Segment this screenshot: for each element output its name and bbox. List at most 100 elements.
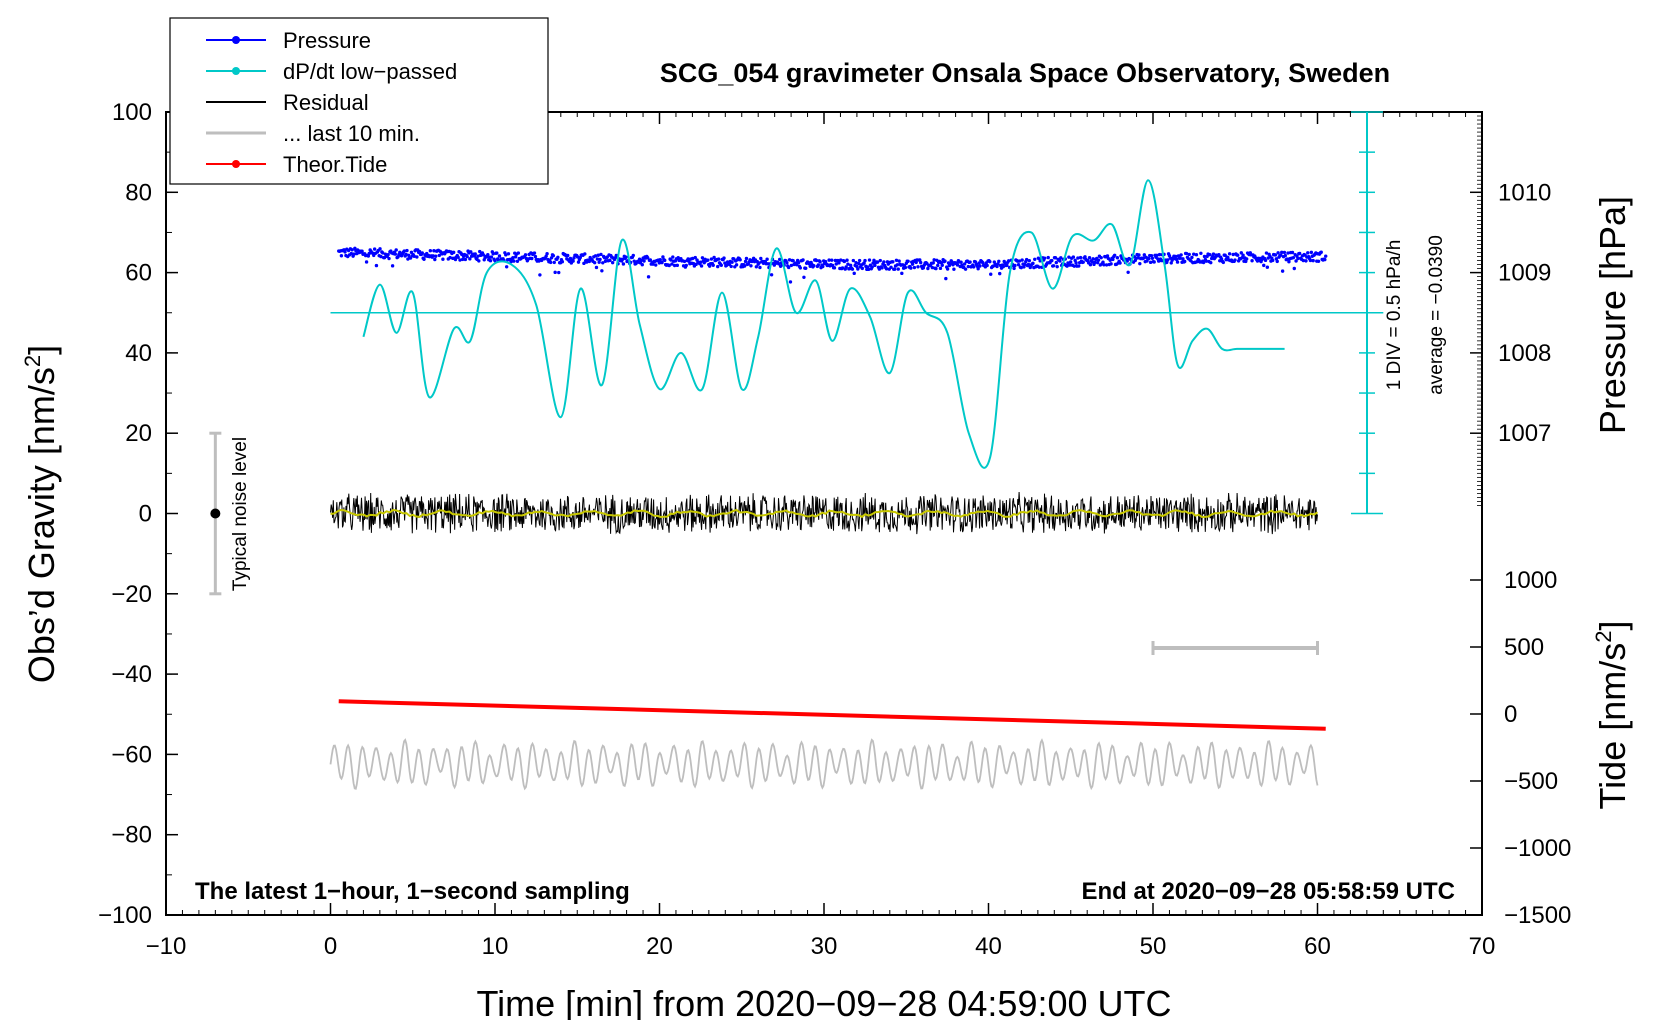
pressure-point	[769, 273, 774, 277]
pressure-point	[530, 256, 534, 261]
pressure-point	[1265, 265, 1270, 269]
y-tick-label: −100	[98, 902, 152, 929]
pressure-point	[1169, 261, 1173, 265]
pressure-point	[873, 263, 877, 268]
pressure-point	[926, 266, 930, 271]
pressure-point	[1091, 257, 1095, 261]
pressure-point	[1294, 259, 1298, 263]
pressure-point	[1149, 253, 1154, 258]
pressure-point	[884, 267, 889, 271]
pressure-point	[1016, 263, 1021, 267]
pressure-point	[458, 258, 462, 262]
legend-marker	[232, 67, 240, 75]
pressure-point	[921, 266, 926, 270]
pressure-point	[698, 260, 703, 264]
pressure-point	[660, 260, 664, 265]
pressure-point	[840, 266, 845, 270]
pressure-tick-label: 1007	[1498, 420, 1551, 447]
pressure-point	[846, 262, 850, 266]
pressure-point	[1050, 258, 1054, 263]
pressure-point	[894, 258, 899, 262]
pressure-point	[867, 258, 872, 262]
pressure-point	[571, 259, 575, 263]
pressure-point	[1263, 258, 1268, 263]
pressure-point	[557, 270, 561, 275]
pressure-point	[802, 275, 806, 279]
pressure-point	[845, 258, 849, 262]
pressure-point	[1175, 260, 1180, 264]
pressure-point	[1157, 252, 1162, 257]
pressure-point	[798, 266, 803, 270]
pressure-point	[722, 256, 726, 260]
pressure-point	[594, 265, 599, 270]
pressure-point	[1187, 252, 1191, 257]
pressure-point	[620, 257, 625, 262]
pressure-point	[404, 252, 408, 257]
pressure-point	[1027, 258, 1032, 263]
x-tick-label: 30	[811, 933, 838, 960]
pressure-point	[791, 259, 795, 263]
pressure-point	[597, 260, 601, 264]
pressure-point	[593, 254, 598, 258]
pressure-point	[839, 258, 843, 262]
pressure-point	[1005, 263, 1009, 268]
y-axis-title-tide-sup: 2	[1591, 631, 1616, 643]
pressure-point	[850, 267, 855, 271]
legend-label: Pressure	[283, 28, 371, 53]
pressure-tick-label: 1008	[1498, 340, 1551, 367]
pressure-point	[918, 260, 923, 265]
pressure-point	[477, 259, 481, 263]
pressure-point	[437, 253, 442, 258]
pressure-point	[693, 255, 697, 260]
pressure-point	[934, 266, 938, 271]
pressure-point	[857, 258, 862, 263]
pressure-point	[765, 257, 769, 261]
pressure-point	[1053, 256, 1058, 260]
pressure-point	[1282, 250, 1287, 255]
x-tick-label: −10	[146, 933, 187, 960]
pressure-point	[895, 263, 900, 267]
y-tick-label: −80	[111, 822, 152, 849]
pressure-point	[1155, 253, 1159, 257]
pressure-point	[1054, 260, 1058, 265]
pressure-point	[1241, 253, 1245, 257]
pressure-point	[463, 257, 468, 262]
pressure-tick-label: 1010	[1498, 179, 1551, 206]
y-tick-label: 80	[125, 179, 152, 206]
pressure-point	[977, 261, 981, 265]
x-tick-label: 0	[324, 933, 337, 960]
pressure-point	[1118, 261, 1122, 265]
pressure-point	[814, 258, 819, 263]
pressure-point	[1136, 256, 1140, 260]
pressure-point	[906, 259, 910, 263]
y-tick-label: −20	[111, 581, 152, 608]
pressure-point	[493, 259, 497, 263]
pressure-point	[675, 263, 680, 268]
pressure-point	[393, 252, 398, 256]
pressure-point	[512, 259, 516, 263]
pressure-point	[700, 256, 705, 260]
pressure-point	[434, 254, 438, 258]
pressure-point	[417, 249, 422, 254]
pressure-point	[1042, 256, 1047, 260]
pressure-point	[818, 260, 822, 264]
pressure-point	[1165, 258, 1170, 262]
dpdt-average-label: average = −0.0390	[1426, 235, 1447, 395]
pressure-point	[672, 263, 677, 268]
pressure-point	[465, 254, 469, 259]
pressure-point	[632, 259, 636, 263]
pressure-point	[870, 265, 874, 269]
pressure-point	[1239, 251, 1244, 255]
pressure-point	[595, 257, 600, 261]
pressure-point	[844, 265, 848, 269]
pressure-point	[851, 258, 856, 263]
footer-left: The latest 1−hour, 1−second sampling	[195, 878, 630, 905]
pressure-point	[523, 253, 528, 257]
pressure-point	[548, 260, 553, 265]
tide-tick-label: −1500	[1504, 902, 1571, 929]
pressure-point	[533, 254, 538, 259]
pressure-point	[621, 262, 626, 266]
pressure-point	[1290, 250, 1295, 255]
pressure-point	[658, 257, 662, 262]
